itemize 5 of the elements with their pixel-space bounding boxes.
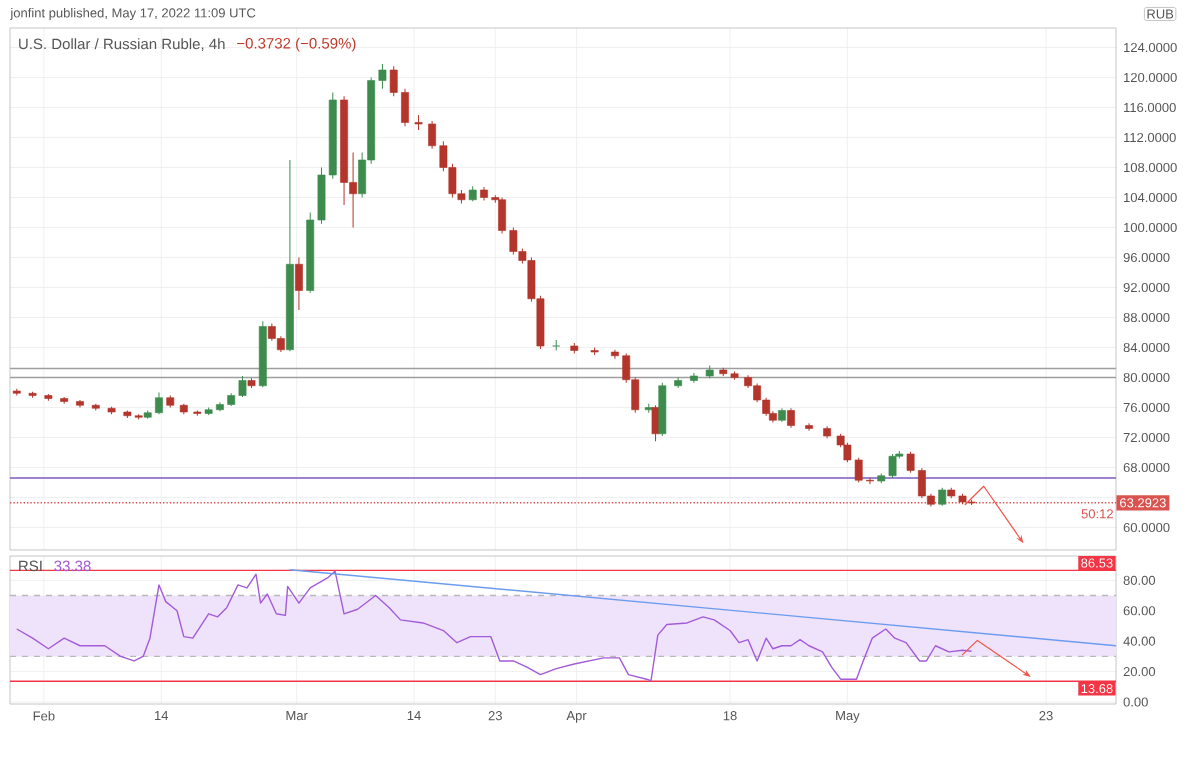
line-series	[16, 570, 973, 682]
candlestick	[295, 257, 303, 311]
candlestick	[787, 407, 795, 429]
candlestick	[658, 382, 667, 437]
candlestick	[651, 404, 660, 442]
